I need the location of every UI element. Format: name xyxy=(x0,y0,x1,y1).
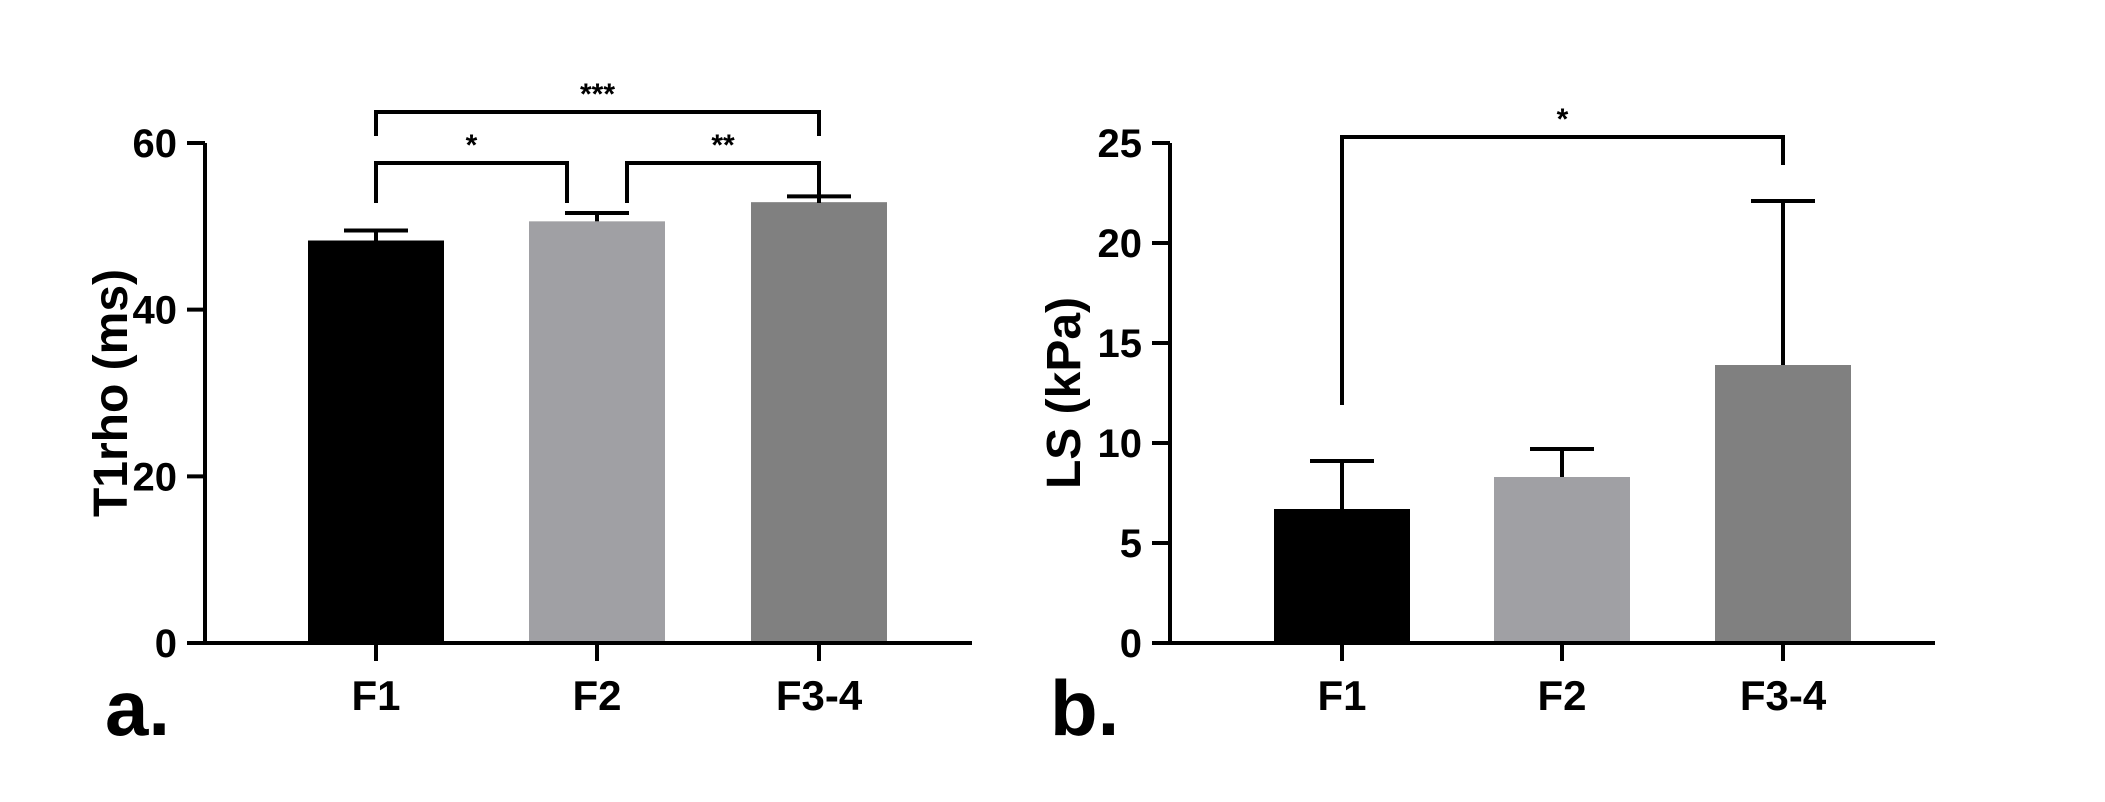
significance-bracket xyxy=(625,161,821,203)
panel-b: 0 5 10 15 20 25 F1 F2 F3-4 LS (kPa) b. * xyxy=(1038,103,1935,752)
bar-f1 xyxy=(1274,509,1410,643)
y-tick-label: 0 xyxy=(1120,622,1142,666)
bar-f3-4 xyxy=(751,202,887,643)
bar-f3-4 xyxy=(1715,365,1851,643)
y-axis-title: T1rho (ms) xyxy=(85,269,138,517)
x-tick-label: F2 xyxy=(1537,672,1586,719)
bar-f1 xyxy=(308,240,444,643)
x-tick-label: F3-4 xyxy=(1740,672,1827,719)
panel-label: a. xyxy=(105,664,170,752)
bar-f2 xyxy=(529,221,665,644)
x-tick-label: F3-4 xyxy=(776,672,863,719)
significance-label: * xyxy=(1557,103,1569,136)
y-tick-label: 40 xyxy=(133,289,178,333)
bar-f2 xyxy=(1494,477,1630,643)
y-tick-label: 20 xyxy=(1098,222,1143,266)
y-tick-label: 10 xyxy=(1098,422,1143,466)
y-tick-label: 20 xyxy=(133,455,178,499)
y-tick-label: 25 xyxy=(1098,122,1143,166)
x-tick-label: F1 xyxy=(351,672,400,719)
y-tick-label: 0 xyxy=(155,622,177,666)
significance-label: ** xyxy=(711,129,735,162)
x-tick-label: F2 xyxy=(572,672,621,719)
y-tick-label: 5 xyxy=(1120,522,1142,566)
significance-bracket xyxy=(1340,135,1785,405)
significance-bracket xyxy=(374,161,569,203)
x-tick-label: F1 xyxy=(1317,672,1366,719)
y-axis-title: LS (kPa) xyxy=(1038,297,1091,489)
significance-bracket xyxy=(374,110,821,136)
significance-label: *** xyxy=(580,78,615,111)
y-tick-label: 60 xyxy=(133,122,178,166)
panel-label: b. xyxy=(1050,664,1119,752)
significance-label: * xyxy=(466,129,478,162)
y-tick-label: 15 xyxy=(1098,322,1143,366)
